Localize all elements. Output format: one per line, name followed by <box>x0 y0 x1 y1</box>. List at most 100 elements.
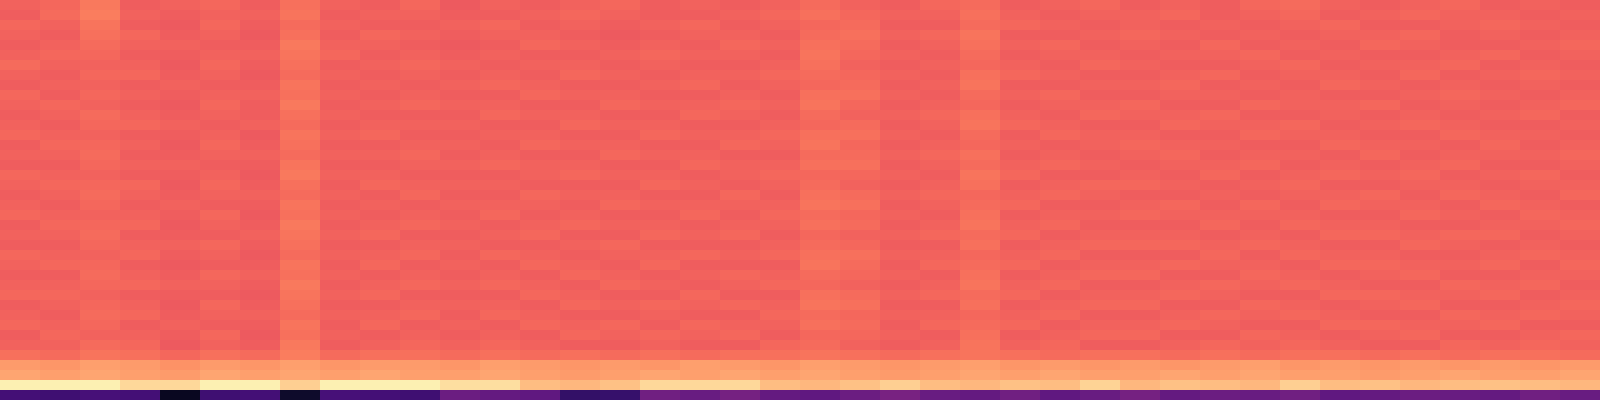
heatmap-cell <box>0 100 41 111</box>
heatmap-cell <box>1200 310 1241 321</box>
heatmap-cell <box>760 310 801 321</box>
heatmap-cell <box>400 370 441 381</box>
heatmap-cell <box>600 190 641 201</box>
heatmap-cell <box>560 280 601 291</box>
heatmap-cell <box>440 60 481 71</box>
heatmap-cell <box>200 380 241 391</box>
heatmap-cell <box>960 330 1001 341</box>
heatmap-cell <box>720 330 761 341</box>
heatmap-cell <box>1240 280 1281 291</box>
heatmap-cell <box>520 90 561 101</box>
heatmap-cell <box>200 140 241 151</box>
heatmap-cell <box>1480 370 1521 381</box>
heatmap-cell <box>440 260 481 271</box>
heatmap-cell <box>440 230 481 241</box>
heatmap-cell <box>280 210 321 221</box>
heatmap-cell <box>1560 30 1600 41</box>
heatmap-cell <box>280 250 321 261</box>
heatmap-cell <box>1440 380 1481 391</box>
heatmap-cell <box>760 300 801 311</box>
heatmap-cell <box>800 310 841 321</box>
heatmap-cell <box>1560 330 1600 341</box>
heatmap-cell <box>1160 70 1201 81</box>
heatmap-cell <box>1440 300 1481 311</box>
heatmap-cell <box>320 90 361 101</box>
heatmap-cell <box>840 220 881 231</box>
heatmap-cell <box>600 160 641 171</box>
heatmap-cell <box>600 170 641 181</box>
heatmap-cell <box>560 260 601 271</box>
heatmap-cell <box>1560 90 1600 101</box>
heatmap-cell <box>680 210 721 221</box>
heatmap-cell <box>400 10 441 21</box>
heatmap-cell <box>600 370 641 381</box>
heatmap-cell <box>1400 230 1441 241</box>
heatmap-cell <box>120 350 161 361</box>
heatmap-cell <box>760 280 801 291</box>
heatmap-cell <box>1000 150 1041 161</box>
heatmap-cell <box>240 20 281 31</box>
heatmap-cell <box>680 230 721 241</box>
heatmap-cell <box>1200 260 1241 271</box>
heatmap-cell <box>680 110 721 121</box>
heatmap-cell <box>0 390 41 400</box>
heatmap-cell <box>760 370 801 381</box>
heatmap-cell <box>920 190 961 201</box>
heatmap-cell <box>320 170 361 181</box>
heatmap-cell <box>520 130 561 141</box>
heatmap-cell <box>200 110 241 121</box>
heatmap-cell <box>200 310 241 321</box>
heatmap-cell <box>80 210 121 221</box>
heatmap-cell <box>40 330 81 341</box>
heatmap-cell <box>720 10 761 21</box>
heatmap-cell <box>1040 320 1081 331</box>
heatmap-cell <box>720 130 761 141</box>
heatmap-cell <box>1120 150 1161 161</box>
heatmap-cell <box>1160 250 1201 261</box>
heatmap-cell <box>1200 230 1241 241</box>
heatmap-cell <box>840 300 881 311</box>
heatmap-cell <box>480 20 521 31</box>
heatmap-cell <box>1120 40 1161 51</box>
heatmap-cell <box>960 310 1001 321</box>
heatmap-cell <box>640 270 681 281</box>
heatmap-cell <box>1080 100 1121 111</box>
heatmap-cell <box>560 300 601 311</box>
heatmap-cell <box>1480 360 1521 371</box>
heatmap-cell <box>1440 130 1481 141</box>
heatmap-cell <box>1480 340 1521 351</box>
heatmap-cell <box>320 380 361 391</box>
heatmap-cell <box>760 230 801 241</box>
heatmap-cell <box>200 10 241 21</box>
heatmap-cell <box>1520 90 1561 101</box>
heatmap-cell <box>1120 130 1161 141</box>
heatmap-cell <box>1240 300 1281 311</box>
heatmap-cell <box>480 210 521 221</box>
heatmap-cell <box>1400 310 1441 321</box>
heatmap-cell <box>480 60 521 71</box>
heatmap-cell <box>1440 0 1481 11</box>
heatmap-cell <box>880 230 921 241</box>
heatmap-cell <box>1320 270 1361 281</box>
heatmap-cell <box>1080 320 1121 331</box>
heatmap-cell <box>1360 380 1401 391</box>
heatmap-cell <box>800 260 841 271</box>
heatmap-cell <box>160 190 201 201</box>
heatmap-cell <box>560 110 601 121</box>
heatmap-cell <box>920 70 961 81</box>
heatmap-cell <box>840 90 881 101</box>
heatmap-cell <box>1480 380 1521 391</box>
heatmap-cell <box>880 70 921 81</box>
heatmap-cell <box>240 150 281 161</box>
heatmap-cell <box>1400 20 1441 31</box>
heatmap-cell <box>1120 70 1161 81</box>
heatmap-cell <box>1080 150 1121 161</box>
heatmap-cell <box>480 360 521 371</box>
heatmap-cell <box>1120 240 1161 251</box>
heatmap-cell <box>80 100 121 111</box>
heatmap-cell <box>120 160 161 171</box>
heatmap-cell <box>1120 390 1161 400</box>
heatmap-cell <box>640 120 681 131</box>
heatmap-cell <box>1360 210 1401 221</box>
heatmap-cell <box>1320 340 1361 351</box>
